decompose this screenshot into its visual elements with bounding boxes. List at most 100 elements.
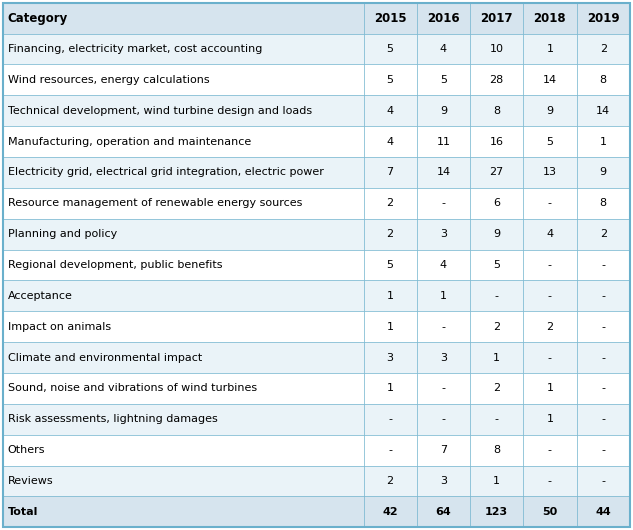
Bar [417,250,470,280]
Bar [523,95,577,126]
Text: 2016: 2016 [427,12,460,24]
Text: 2018: 2018 [534,12,567,24]
Bar [3,250,363,280]
Text: 14: 14 [543,75,557,85]
Bar [523,188,577,219]
Bar [417,64,470,95]
Bar [3,95,363,126]
Text: 5: 5 [493,260,500,270]
Text: 2: 2 [493,322,500,332]
Bar [3,33,363,64]
Text: 4: 4 [440,260,447,270]
Text: 14: 14 [596,105,610,116]
Bar [417,466,470,497]
Bar [470,435,523,466]
Bar [577,188,630,219]
Bar [577,280,630,311]
Bar [363,466,417,497]
Text: 1: 1 [493,476,500,486]
Text: -: - [601,260,605,270]
Bar [470,342,523,373]
Bar [577,373,630,404]
Bar [363,373,417,404]
Text: 8: 8 [599,198,607,208]
Bar [363,64,417,95]
Text: -: - [548,352,552,363]
Bar [577,95,630,126]
Text: 50: 50 [542,507,558,517]
Text: 13: 13 [543,167,557,178]
Text: 5: 5 [387,44,394,54]
Text: 3: 3 [440,476,447,486]
Text: 2: 2 [493,384,500,393]
Text: -: - [601,384,605,393]
Bar [417,373,470,404]
Bar [363,435,417,466]
Bar [3,311,363,342]
Text: 16: 16 [490,137,504,146]
Bar [363,311,417,342]
Bar [3,404,363,435]
Bar [3,64,363,95]
Text: -: - [388,414,392,425]
Bar [470,157,523,188]
Text: 4: 4 [387,105,394,116]
Text: 2019: 2019 [587,12,620,24]
Bar [3,3,363,33]
Text: 4: 4 [387,137,394,146]
Bar [363,250,417,280]
Bar [3,280,363,311]
Bar [363,126,417,157]
Text: -: - [548,198,552,208]
Bar [3,466,363,497]
Bar [3,157,363,188]
Bar [470,33,523,64]
Text: Category: Category [8,12,68,24]
Text: 5: 5 [387,260,394,270]
Bar [577,497,630,527]
Text: -: - [548,260,552,270]
Bar [417,95,470,126]
Bar [3,435,363,466]
Text: 1: 1 [387,384,394,393]
Text: Reviews: Reviews [8,476,53,486]
Bar [363,3,417,33]
Text: 8: 8 [493,445,500,455]
Text: -: - [441,198,446,208]
Bar [470,404,523,435]
Bar [363,219,417,250]
Bar [470,3,523,33]
Text: 9: 9 [599,167,607,178]
Text: 9: 9 [493,229,500,239]
Bar [523,497,577,527]
Bar [523,466,577,497]
Bar [577,404,630,435]
Bar [3,342,363,373]
Bar [417,280,470,311]
Text: -: - [441,322,446,332]
Text: 11: 11 [436,137,451,146]
Text: 28: 28 [489,75,504,85]
Bar [523,435,577,466]
Text: 8: 8 [599,75,607,85]
Bar [363,404,417,435]
Text: 2: 2 [599,229,607,239]
Text: 27: 27 [489,167,504,178]
Bar [470,311,523,342]
Bar [363,33,417,64]
Bar [417,188,470,219]
Text: Planning and policy: Planning and policy [8,229,117,239]
Text: -: - [601,445,605,455]
Text: 64: 64 [436,507,451,517]
Bar [3,126,363,157]
Text: 1: 1 [546,44,553,54]
Text: Others: Others [8,445,45,455]
Text: 5: 5 [546,137,553,146]
Bar [417,219,470,250]
Text: 5: 5 [387,75,394,85]
Text: -: - [548,445,552,455]
Bar [470,497,523,527]
Bar [363,95,417,126]
Text: 1: 1 [493,352,500,363]
Bar [417,3,470,33]
